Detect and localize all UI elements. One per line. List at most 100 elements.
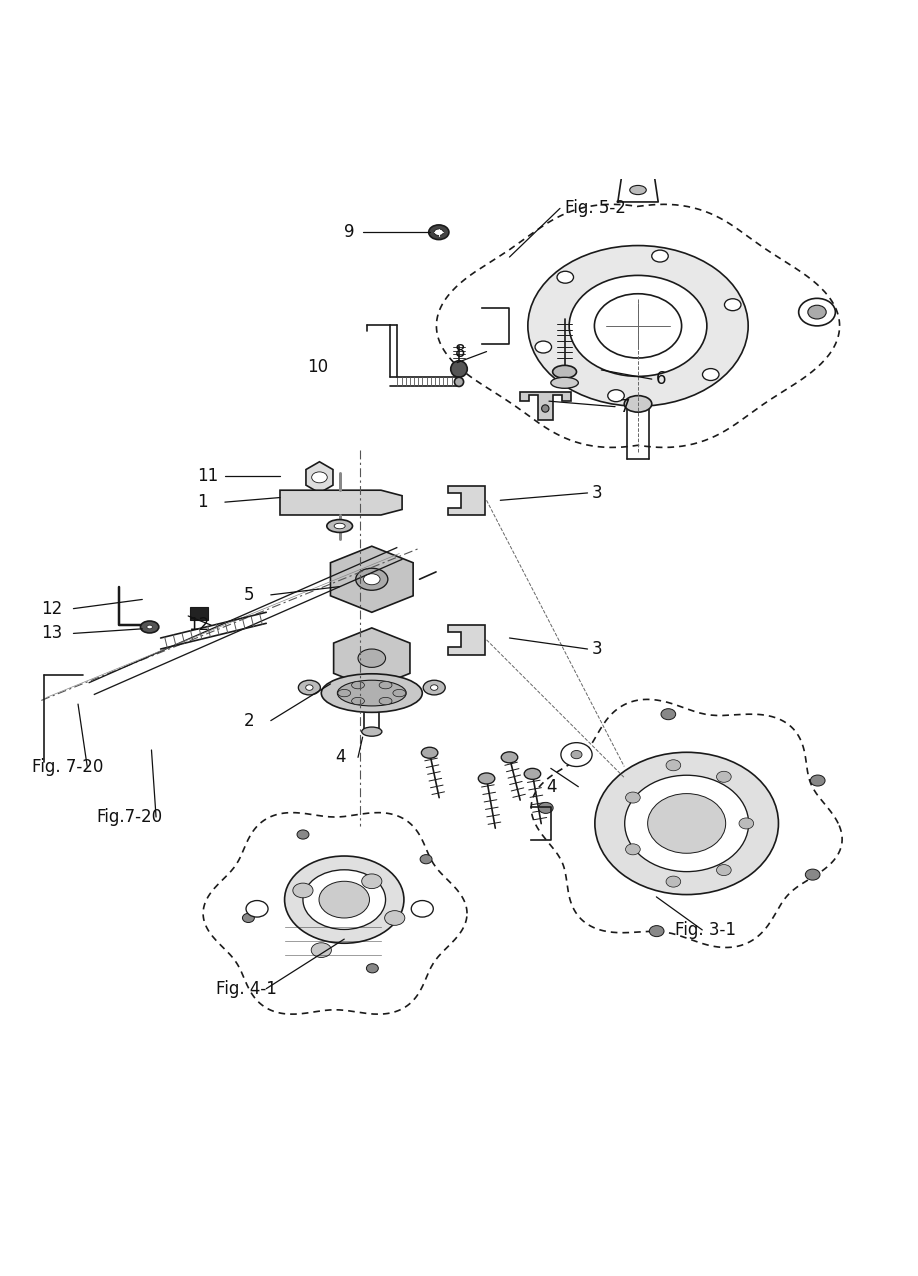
Ellipse shape [666, 877, 681, 887]
Ellipse shape [647, 794, 726, 854]
Ellipse shape [293, 883, 313, 898]
Ellipse shape [739, 818, 754, 829]
Ellipse shape [799, 299, 835, 325]
Ellipse shape [702, 369, 719, 380]
Polygon shape [306, 462, 333, 493]
Ellipse shape [393, 689, 406, 697]
Text: 3: 3 [592, 484, 603, 501]
Ellipse shape [385, 911, 405, 925]
Ellipse shape [811, 775, 825, 786]
Ellipse shape [652, 250, 668, 262]
Text: 12: 12 [41, 600, 62, 618]
Polygon shape [520, 392, 571, 420]
Ellipse shape [571, 750, 582, 759]
Text: 4: 4 [335, 748, 345, 767]
Ellipse shape [431, 685, 438, 690]
Ellipse shape [338, 689, 351, 697]
Ellipse shape [358, 649, 386, 667]
Ellipse shape [542, 404, 549, 412]
Ellipse shape [306, 685, 313, 690]
Ellipse shape [451, 361, 467, 378]
Ellipse shape [147, 625, 152, 629]
Ellipse shape [420, 855, 432, 864]
Ellipse shape [557, 272, 574, 283]
Ellipse shape [319, 882, 369, 917]
Ellipse shape [649, 925, 664, 937]
Ellipse shape [285, 856, 404, 943]
Ellipse shape [535, 341, 552, 353]
Ellipse shape [411, 901, 433, 917]
Ellipse shape [551, 378, 578, 388]
Text: 9: 9 [344, 223, 354, 241]
Ellipse shape [569, 276, 707, 376]
Ellipse shape [352, 681, 364, 689]
Text: 13: 13 [41, 624, 62, 642]
Ellipse shape [724, 299, 741, 310]
Ellipse shape [805, 869, 820, 880]
Ellipse shape [717, 771, 732, 782]
Ellipse shape [321, 674, 422, 712]
Ellipse shape [297, 829, 309, 840]
Text: 2: 2 [243, 712, 254, 730]
Ellipse shape [501, 752, 518, 763]
Ellipse shape [242, 914, 254, 923]
Ellipse shape [423, 680, 445, 695]
Ellipse shape [524, 768, 541, 780]
Ellipse shape [298, 680, 320, 695]
Ellipse shape [366, 963, 378, 972]
Ellipse shape [311, 943, 331, 957]
Ellipse shape [140, 621, 159, 633]
Text: 6: 6 [656, 370, 666, 388]
Text: Fig. 3-1: Fig. 3-1 [675, 921, 735, 939]
Ellipse shape [421, 748, 438, 758]
Ellipse shape [362, 874, 382, 888]
Ellipse shape [311, 472, 327, 482]
Ellipse shape [327, 519, 353, 532]
Text: 3: 3 [592, 641, 603, 658]
Text: Fig.7-20: Fig.7-20 [96, 808, 162, 826]
Ellipse shape [608, 389, 624, 402]
Ellipse shape [434, 228, 443, 236]
Ellipse shape [624, 396, 652, 412]
Text: Fig. 5-2: Fig. 5-2 [565, 199, 625, 217]
Text: 1: 1 [197, 493, 208, 512]
Ellipse shape [528, 245, 748, 406]
Polygon shape [448, 625, 485, 655]
Ellipse shape [303, 870, 386, 929]
Ellipse shape [561, 743, 592, 767]
Text: Fig. 7-20: Fig. 7-20 [32, 758, 104, 776]
Ellipse shape [630, 185, 646, 195]
Ellipse shape [364, 574, 380, 584]
Ellipse shape [246, 901, 268, 917]
Polygon shape [330, 546, 413, 612]
Ellipse shape [661, 708, 676, 720]
Ellipse shape [595, 753, 778, 894]
Ellipse shape [666, 759, 681, 771]
Text: Fig. 4-1: Fig. 4-1 [216, 980, 276, 998]
Polygon shape [448, 486, 485, 516]
Polygon shape [333, 628, 410, 689]
Ellipse shape [553, 365, 577, 378]
Ellipse shape [338, 680, 406, 706]
Text: 12: 12 [188, 616, 209, 634]
Text: 7: 7 [620, 398, 630, 416]
Text: 10: 10 [308, 359, 329, 376]
Ellipse shape [379, 698, 392, 704]
Polygon shape [280, 490, 402, 516]
Ellipse shape [808, 305, 826, 319]
Ellipse shape [539, 803, 554, 813]
FancyBboxPatch shape [190, 607, 208, 620]
Ellipse shape [478, 773, 495, 783]
Text: 4: 4 [546, 777, 556, 796]
Ellipse shape [624, 776, 749, 872]
Ellipse shape [334, 523, 345, 528]
Text: 11: 11 [197, 467, 218, 485]
Ellipse shape [625, 792, 640, 803]
Ellipse shape [429, 225, 449, 240]
Ellipse shape [717, 865, 732, 875]
Ellipse shape [356, 568, 388, 591]
Ellipse shape [352, 698, 364, 704]
Ellipse shape [379, 681, 392, 689]
Ellipse shape [362, 727, 382, 736]
Ellipse shape [625, 843, 640, 855]
